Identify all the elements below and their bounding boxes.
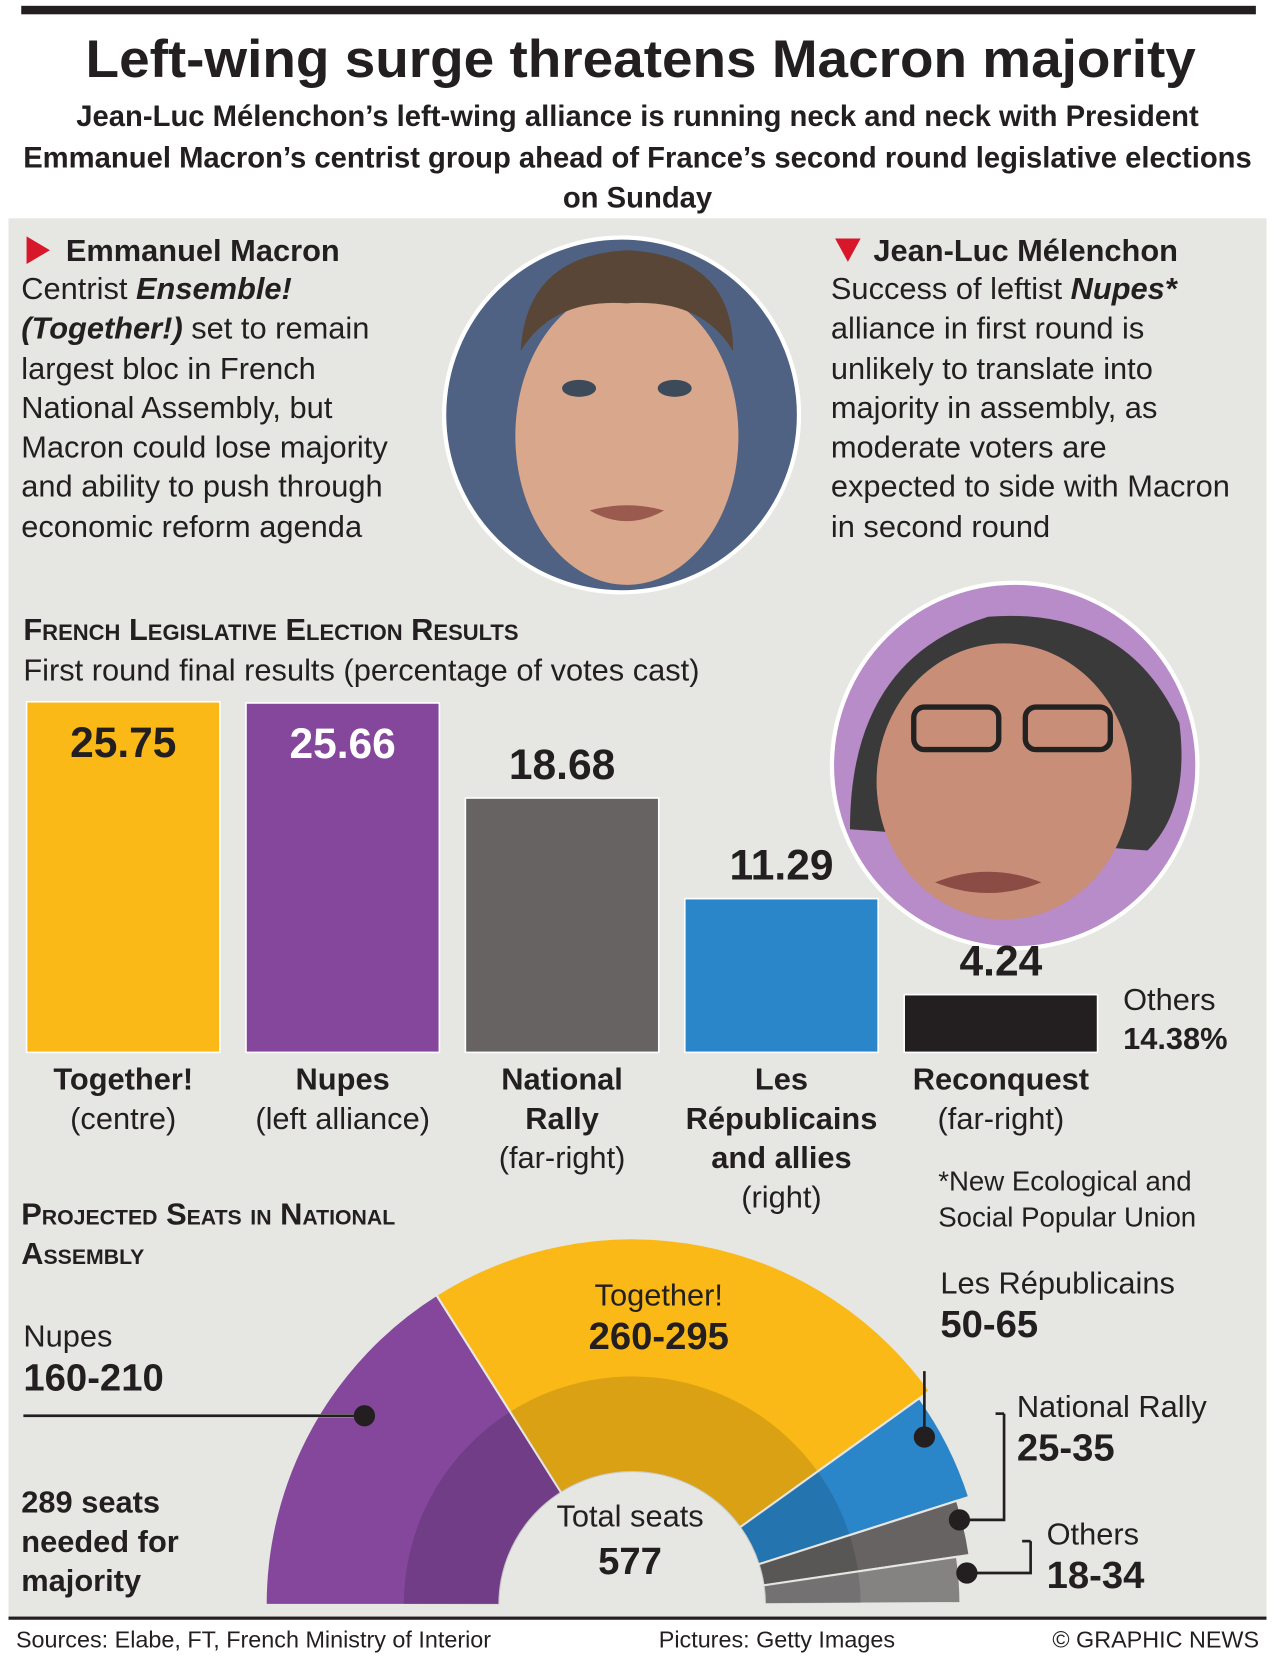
leader-line — [959, 1413, 1006, 1522]
category-label-box: Together! (centre) — [53, 1063, 194, 1137]
category-label: Nupes — [295, 1063, 390, 1097]
seat-segment-inner — [763, 1572, 861, 1604]
top-rule — [21, 5, 1256, 15]
seat-segment — [738, 1396, 971, 1566]
category-label: Reconquest — [912, 1063, 1090, 1097]
leader-line — [966, 1541, 1032, 1575]
total-value: 577 — [598, 1540, 662, 1583]
melenchon-marker — [835, 238, 861, 262]
seat-segment-inner — [758, 1535, 859, 1585]
bar — [464, 797, 660, 1054]
seat-segment-inner — [403, 1412, 561, 1605]
value-label: 25.66 — [289, 721, 395, 768]
text: alliance in first round is unlikely to t… — [830, 312, 1230, 545]
sources: Sources: Elabe, FT, French Ministry of I… — [16, 1626, 491, 1652]
majority-note: 289 seats needed for majority — [21, 1485, 179, 1599]
segment-name: National Rally — [1017, 1389, 1208, 1424]
segment-range: 260-295 — [589, 1315, 729, 1358]
profile-name: Jean-Luc Mélenchon — [873, 233, 1178, 268]
bar — [25, 700, 221, 1054]
value-label: 25.75 — [70, 720, 176, 767]
profile-text-box: Centrist Ensemble! (Together!) set to re… — [21, 270, 430, 547]
segment-range: 18-34 — [1047, 1554, 1146, 1597]
seat-segment — [264, 1293, 563, 1606]
footnote-box: *New Ecological and Social Popular Union — [938, 1165, 1197, 1233]
leader-dot — [948, 1509, 971, 1531]
bar — [245, 702, 441, 1054]
segment-range: 50-65 — [940, 1303, 1038, 1346]
category-note: (far-right) — [498, 1141, 626, 1176]
majority-note-box: 289 seats needed for majority — [21, 1485, 179, 1599]
profile-text: Centrist Ensemble! (Together!) set to re… — [21, 270, 430, 547]
segment-name: Les Républicains — [940, 1266, 1175, 1301]
category-note: (right) — [741, 1180, 822, 1215]
segment-range: 160-210 — [23, 1356, 163, 1399]
title: Left-wing surge threatens Macron majorit… — [86, 30, 1197, 89]
category-note: (far-right) — [937, 1102, 1065, 1137]
profile-name: Emmanuel Macron — [66, 233, 340, 268]
category-note: (centre) — [70, 1102, 177, 1137]
seats-title: Projected Seats in National Assembly — [21, 1197, 396, 1272]
category-note: (left alliance) — [255, 1102, 430, 1137]
segment-name: Others — [1047, 1516, 1139, 1551]
segment-name: Nupes — [23, 1319, 112, 1354]
chart-title: French Legislative Election Results — [23, 612, 518, 647]
text: Centrist — [21, 272, 136, 307]
seat-segment-inner — [510, 1376, 818, 1527]
footer-rule — [8, 1616, 1267, 1620]
macron-photo — [442, 235, 802, 595]
category-label: Les Républicains and allies — [685, 1063, 878, 1176]
profile-text: Success of leftist Nupes* alliance in fi… — [831, 270, 1235, 547]
category-label: National Rally — [501, 1063, 623, 1137]
text: Success of leftist — [830, 272, 1071, 307]
total-label: Total seats — [556, 1498, 703, 1533]
seats-title-box: Projected Seats in National Assembly — [21, 1197, 396, 1272]
seat-segment-inner — [740, 1472, 850, 1564]
others-label: Others — [1123, 982, 1215, 1017]
category-label: Together! — [53, 1063, 194, 1097]
category-label-box: Reconquest (far-right) — [912, 1063, 1090, 1137]
value-label: 11.29 — [729, 843, 833, 890]
seat-segment — [434, 1237, 932, 1529]
segment-name: Together! — [595, 1277, 723, 1312]
category-label-box: Les Républicains and allies (right) — [685, 1063, 878, 1215]
emphasis: Ensemble! (Together!) — [21, 272, 292, 347]
profile-text-box: Success of leftist Nupes* alliance in fi… — [831, 270, 1235, 547]
bar — [903, 993, 1099, 1054]
macron-marker — [26, 236, 50, 264]
others-value: 14.38% — [1123, 1021, 1227, 1056]
footnote: *New Ecological and Social Popular Union — [938, 1165, 1197, 1233]
value-label: 18.68 — [509, 742, 615, 789]
value-label: 4.24 — [960, 939, 1043, 986]
leader-dot — [353, 1405, 376, 1427]
pictures-credit: Pictures: Getty Images — [659, 1626, 895, 1652]
subtitle: Jean-Luc Mélenchon’s left-wing alliance … — [23, 99, 1252, 215]
melenchon-photo — [829, 580, 1200, 951]
bar — [683, 897, 879, 1054]
subtitle-box: Jean-Luc Mélenchon’s left-wing alliance … — [23, 99, 1252, 215]
emphasis: Nupes* — [1070, 272, 1177, 307]
category-label-box: Nupes (left alliance) — [255, 1063, 430, 1137]
category-label-box: National Rally (far-right) — [498, 1063, 626, 1176]
leader-dot — [956, 1562, 978, 1584]
segment-range: 25-35 — [1017, 1426, 1115, 1469]
chart-subtitle: First round final results (percentage of… — [23, 653, 699, 688]
credit: © GRAPHIC NEWS — [1052, 1626, 1259, 1652]
text: set to remain largest bloc in French Nat… — [21, 312, 388, 545]
leader-dot — [913, 1426, 935, 1448]
